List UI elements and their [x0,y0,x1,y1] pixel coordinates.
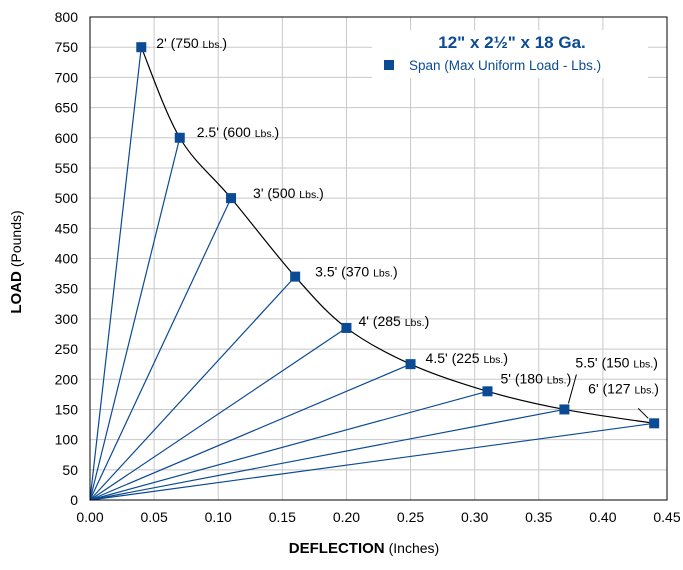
x-tick-label: 0.20 [333,509,360,525]
y-tick-label: 300 [55,311,79,327]
y-tick-label: 750 [55,39,79,55]
grid-lines [89,16,668,501]
y-tick-label: 150 [55,401,79,417]
y-tick-labels: 0 50 100 150 200 250 300 350 400 450 500 550 600 650 7… [55,9,79,508]
y-axis-title: LOAD (Pounds) [8,210,25,313]
data-marker [405,359,416,370]
x-tick-label: 0.45 [653,509,680,525]
x-axis-title-bold: DEFLECTION [289,540,385,557]
data-marker [290,271,301,282]
data-labels: 2' (750 Lbs.) 2.5' (600 Lbs.) 3' (500 Lbs.… [156,35,659,396]
origin-line [89,363,411,501]
x-tick-label: 0.15 [269,509,296,525]
point-label: 4' (285 Lbs.) [358,313,429,329]
legend-background [372,30,648,78]
legend: 12" x 2½" x 18 Ga. Span (Max Uniform Loa… [372,30,648,78]
y-tick-label: 200 [55,371,79,387]
y-tick-label: 400 [55,251,79,267]
origin-lines [89,47,655,501]
y-tick-label: 350 [55,281,79,297]
origin-line [89,408,565,501]
label-leader-lines [567,374,649,419]
origin-line [89,327,347,501]
data-markers [136,42,660,429]
y-tick-label: 700 [55,69,79,85]
y-tick-label: 450 [55,220,79,236]
legend-marker [384,60,394,70]
point-label: 3.5' (370 Lbs.) [315,264,397,280]
y-tick-label: 0 [70,492,78,508]
y-tick-label: 250 [55,341,79,357]
origin-line [89,422,655,501]
origin-line [89,197,232,501]
data-marker [559,404,570,415]
point-label: 2' (750 Lbs.) [156,35,227,51]
point-label: 3' (500 Lbs.) [253,185,324,201]
data-marker [482,386,493,397]
y-tick-label: 800 [55,9,79,25]
x-tick-label: 0.10 [205,509,232,525]
leader-line [637,407,649,419]
point-label: 6' (127 Lbs.) [588,380,659,396]
data-marker [341,322,352,333]
x-tick-label: 0.25 [397,509,424,525]
data-marker [649,418,660,429]
data-marker [136,42,147,53]
chart-title: 12" x 2½" x 18 Ga. [438,33,586,52]
y-tick-label: 50 [62,462,78,478]
y-tick-label: 500 [55,190,79,206]
origin-line [89,276,296,501]
legend-entry: Span (Max Uniform Load - Lbs.) [409,58,601,73]
x-tick-label: 0.35 [525,509,552,525]
origin-line [89,390,488,501]
point-label: 4.5' (225 Lbs.) [426,350,508,366]
y-tick-label: 550 [55,160,79,176]
point-label: 2.5' (600 Lbs.) [197,124,279,140]
x-tick-label: 0.05 [140,509,167,525]
plot-frame [89,16,668,501]
point-label: 5.5' (150 Lbs.) [575,354,657,370]
x-tick-label: 0.00 [76,509,103,525]
point-label: 5' (180 Lbs.) [500,370,571,386]
x-tick-labels: 0.00 0.05 0.10 0.15 0.20 0.25 0.30 0.35 0.40 0.45 [76,509,680,525]
y-tick-label: 650 [55,100,79,116]
x-tick-label: 0.40 [589,509,616,525]
y-tick-label: 600 [55,130,79,146]
x-tick-label: 0.30 [461,509,488,525]
y-axis-title-bold: LOAD [8,271,25,314]
leader-line [567,374,577,404]
origin-line [89,137,181,501]
y-axis-title-normal: (Pounds) [8,210,24,267]
y-tick-label: 100 [55,432,79,448]
x-axis-title-normal: (Inches) [389,540,440,556]
origin-line [89,47,142,501]
data-marker [174,132,185,143]
x-axis-title: DEFLECTION (Inches) [289,540,439,557]
data-marker [226,193,237,204]
